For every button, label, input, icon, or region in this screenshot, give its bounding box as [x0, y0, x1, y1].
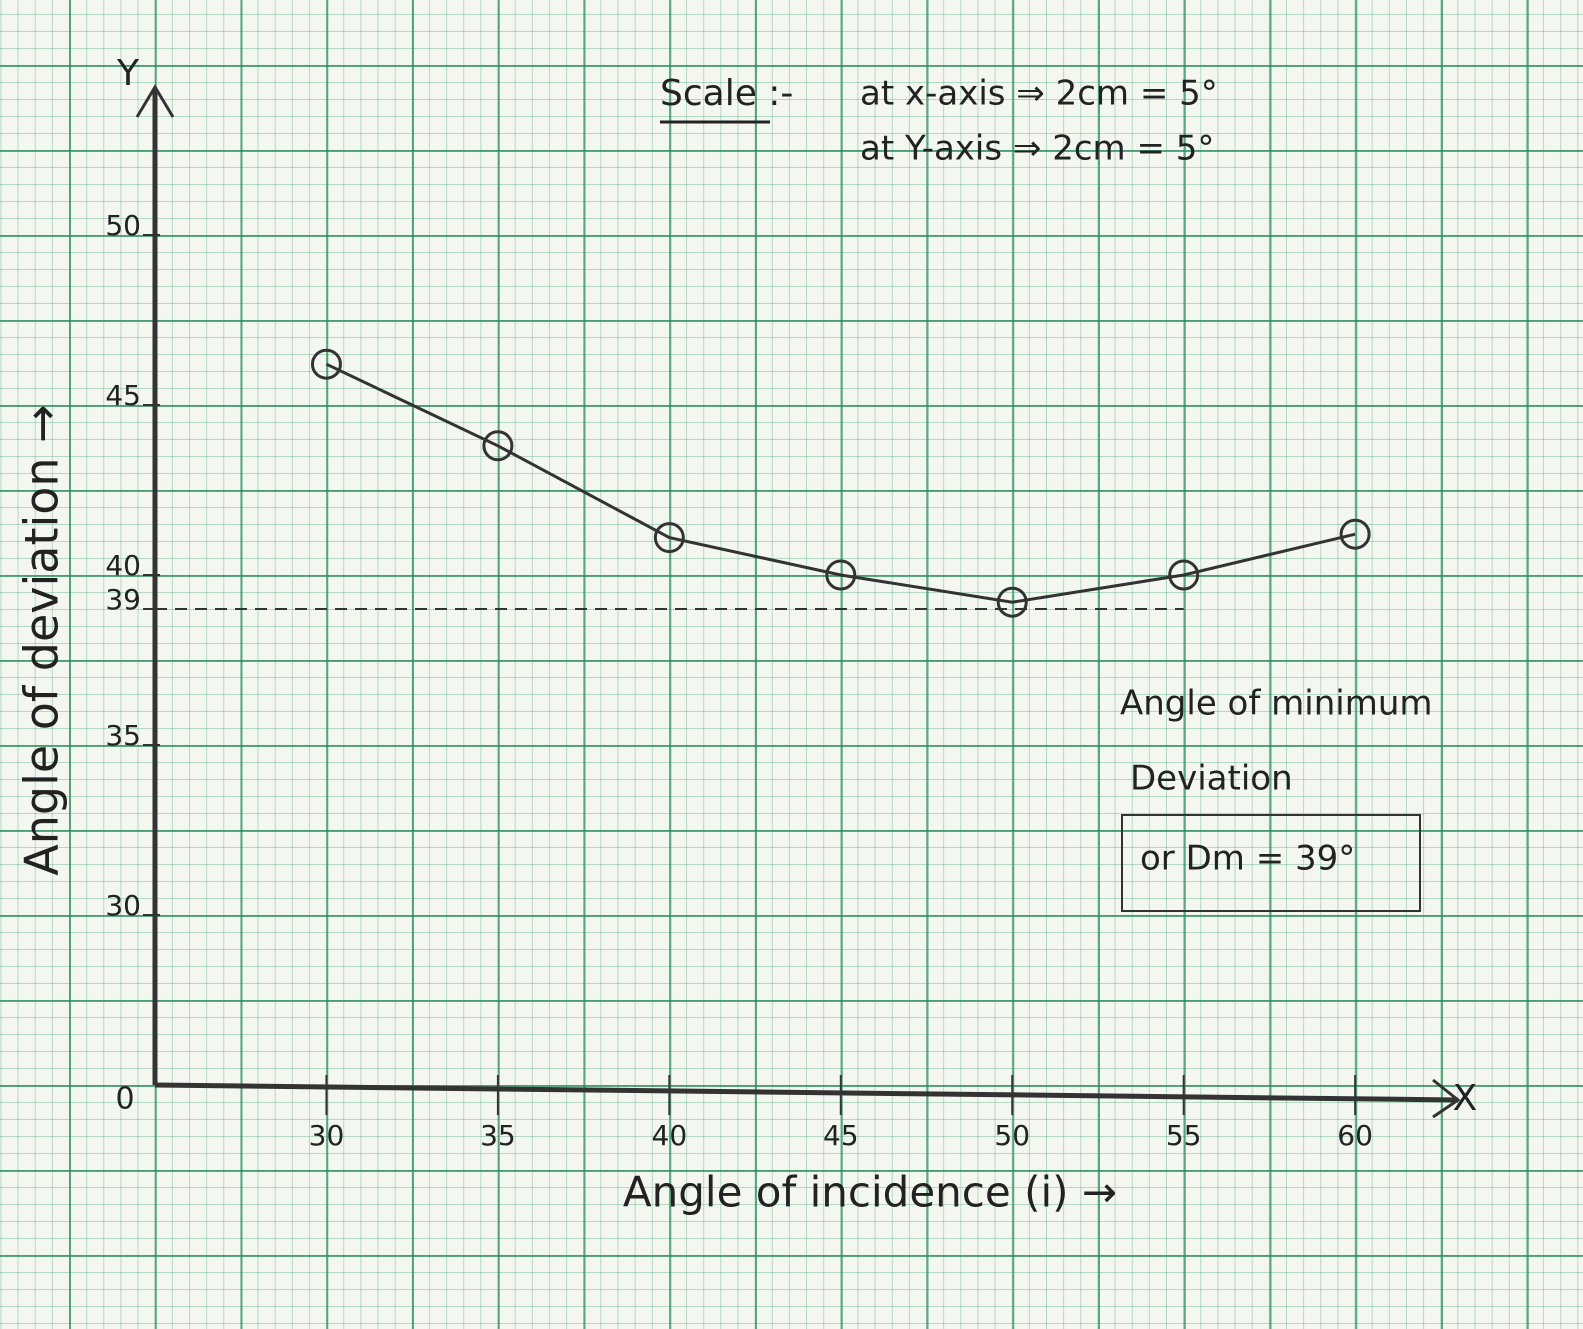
x-axis-label: Angle of incidence (i) →	[623, 1168, 1117, 1217]
x-tick-label: 35	[480, 1119, 516, 1152]
x-tick-label: 55	[1166, 1119, 1202, 1152]
x-axis	[155, 1085, 1458, 1100]
x-tick-label: 45	[823, 1119, 859, 1152]
x-tick-label: 40	[652, 1119, 688, 1152]
x-tick-label: 50	[994, 1119, 1030, 1152]
scale-title: Scale :-	[660, 73, 793, 114]
graph-paper: Angle of deviation → Angle of incidence …	[0, 0, 1583, 1329]
y-tick-label: 50	[105, 209, 141, 242]
y-axis-label: Angle of deviation →	[15, 404, 69, 875]
series-line	[326, 364, 1355, 602]
y-tick-label: 45	[105, 379, 141, 412]
y-tick-label: 30	[105, 889, 141, 922]
x-tick-label: 60	[1337, 1119, 1373, 1152]
x-tick-label: 30	[309, 1119, 345, 1152]
y-tick-label: 40	[105, 549, 141, 582]
y-tick-label: 39	[105, 583, 141, 616]
y-tick-label: 35	[105, 719, 141, 752]
annotation: or Dm = 39°	[1140, 839, 1355, 879]
origin-label: 0	[115, 1082, 134, 1117]
annotation: Deviation	[1130, 759, 1293, 799]
scale-line: at Y-axis ⇒ 2cm = 5°	[860, 129, 1214, 169]
chart: Angle of deviation → Angle of incidence …	[0, 0, 1583, 1329]
scale-line: at x-axis ⇒ 2cm = 5°	[860, 74, 1218, 114]
annotation: Angle of minimum	[1120, 684, 1433, 724]
y-axis-letter: Y	[116, 53, 140, 94]
